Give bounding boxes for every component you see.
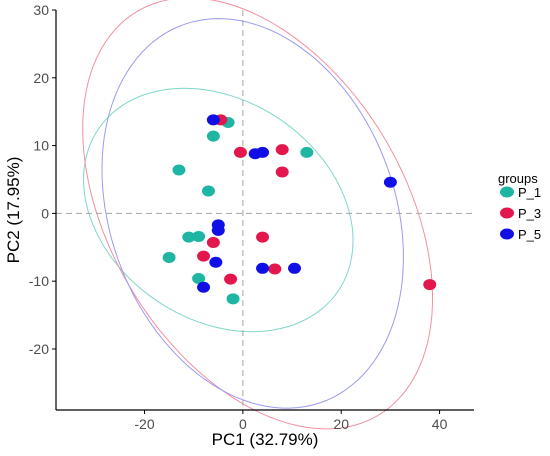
ellipse-p-5 xyxy=(101,18,404,409)
ellipse-p-1 xyxy=(82,87,354,333)
data-point-p-1 xyxy=(172,164,186,176)
data-point-p-3 xyxy=(256,231,270,243)
data-points xyxy=(162,114,437,305)
data-point-p-5 xyxy=(288,262,302,274)
data-point-p-1 xyxy=(300,146,314,158)
legend-marker-p-5 xyxy=(500,228,514,240)
x-tick-label: 40 xyxy=(432,416,448,432)
tick-labels: -20 0 20 40 -20 -10 0 10 20 30 xyxy=(29,2,448,432)
x-tick-label: -20 xyxy=(134,416,154,432)
data-point-p-5 xyxy=(256,146,270,158)
data-point-p-3 xyxy=(206,237,220,249)
data-point-p-3 xyxy=(275,166,289,178)
legend-label-p-1: P_1 xyxy=(518,185,541,200)
legend-marker-p-3 xyxy=(500,207,514,219)
data-point-p-5 xyxy=(383,176,397,188)
data-point-p-1 xyxy=(226,293,240,305)
y-axis-title: PC2 (17.95%) xyxy=(4,157,23,264)
x-tick-label: 0 xyxy=(239,416,247,432)
confidence-ellipses xyxy=(82,0,434,430)
data-point-p-5 xyxy=(256,262,270,274)
x-tick-label: 20 xyxy=(333,416,349,432)
y-tick-label: -20 xyxy=(29,341,49,357)
data-point-p-3 xyxy=(233,146,247,158)
legend-title: groups xyxy=(498,171,538,186)
data-point-p-1 xyxy=(192,272,206,284)
data-point-p-5 xyxy=(206,114,220,126)
legend: groups P_1 P_3 P_5 xyxy=(498,171,541,242)
y-tick-label: 30 xyxy=(33,2,49,18)
data-point-p-3 xyxy=(275,144,289,156)
data-point-p-1 xyxy=(201,185,215,197)
data-point-p-1 xyxy=(162,251,176,263)
y-tick-label: 10 xyxy=(33,138,49,154)
data-point-p-1 xyxy=(182,231,196,243)
data-point-p-1 xyxy=(206,130,220,142)
ellipse-p-3 xyxy=(82,0,434,430)
data-point-p-5 xyxy=(211,224,225,236)
axes xyxy=(52,9,474,414)
data-point-p-5 xyxy=(209,256,223,268)
data-point-p-3 xyxy=(268,263,282,275)
y-tick-label: 0 xyxy=(41,205,49,221)
y-tick-label: -10 xyxy=(29,273,49,289)
data-point-p-1 xyxy=(192,230,206,242)
y-tick-label: 20 xyxy=(33,70,49,86)
data-point-p-5 xyxy=(197,281,211,293)
legend-marker-p-1 xyxy=(500,186,514,198)
data-point-p-3 xyxy=(224,273,238,285)
legend-label-p-3: P_3 xyxy=(518,206,541,221)
data-point-p-3 xyxy=(423,279,437,291)
legend-label-p-5: P_5 xyxy=(518,227,541,242)
reference-lines xyxy=(56,10,474,410)
x-axis-title: PC1 (32.79%) xyxy=(212,430,319,449)
data-point-p-3 xyxy=(197,250,211,262)
